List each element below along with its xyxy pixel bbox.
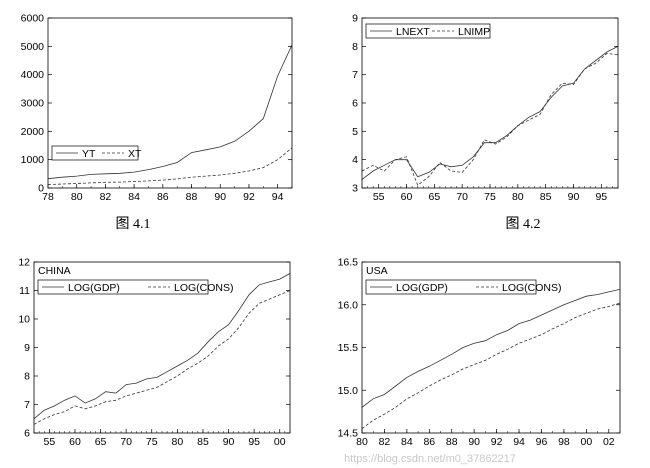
- chart-title: CHINA: [38, 265, 71, 277]
- watermark: https://blog.csdn.net/m0_37862217: [344, 453, 516, 465]
- x-tick-label: 88: [186, 191, 198, 203]
- x-tick-label: 92: [243, 191, 255, 203]
- x-tick-label: 60: [69, 436, 81, 448]
- x-tick-label: 55: [44, 436, 56, 448]
- x-tick-label: 95: [248, 436, 260, 448]
- series-line-lnimp: [362, 52, 618, 186]
- x-tick-label: 94: [513, 436, 525, 448]
- figure-caption-4-2: 图 4.2: [506, 217, 541, 232]
- y-tick-label: 4: [352, 154, 358, 166]
- y-tick-label: 4000: [21, 69, 45, 81]
- x-tick-label: 96: [536, 436, 548, 448]
- y-tick-label: 3000: [21, 98, 45, 110]
- x-tick-label: 55: [373, 191, 385, 203]
- series-line-lnext: [362, 45, 618, 180]
- legend-label: LOG(GDP): [68, 282, 120, 294]
- y-tick-label: 16.5: [338, 257, 359, 269]
- x-tick-label: 65: [95, 436, 107, 448]
- series-line-log-cons-: [362, 302, 620, 430]
- x-tick-label: 80: [512, 191, 524, 203]
- series-line-log-gdp-: [362, 289, 620, 408]
- chart-lnext-lnimp: 3 4 5 6 7 8 9 55 60 65 70 75 80 85 90 95 LNEXT LNIMP: [352, 13, 619, 203]
- legend-label: LNEXT: [396, 26, 430, 38]
- x-tick-label: 90: [214, 191, 226, 203]
- y-tick-label: 5: [352, 126, 358, 138]
- y-tick-label: 6: [24, 428, 30, 440]
- chart-china: 6 7 8 9 10 11 12 55 60 65 70 75 80 85 90 95 00 CHINA LOG(G…: [18, 257, 291, 448]
- x-tick-label: 60: [401, 191, 413, 203]
- x-tick-label: 90: [468, 436, 480, 448]
- legend-box: [365, 279, 537, 295]
- y-tick-label: 7: [352, 69, 358, 81]
- y-tick-label: 1000: [21, 154, 45, 166]
- y-tick-label: 7: [24, 399, 30, 411]
- y-tick-label: 8: [24, 371, 30, 383]
- y-tick-label: 16.0: [338, 299, 359, 311]
- x-tick-label: 90: [568, 191, 580, 203]
- series-line-xt: [48, 147, 292, 185]
- legend-label: LOG(CONS): [174, 282, 234, 294]
- x-tick-label: 84: [401, 436, 413, 448]
- legend-label: YT: [82, 148, 96, 160]
- x-tick-label: 65: [429, 191, 441, 203]
- y-tick-label: 8: [352, 41, 358, 53]
- y-tick-label: 9: [352, 13, 358, 25]
- y-tick-label: 15.0: [338, 385, 359, 397]
- x-tick-label: 82: [100, 191, 112, 203]
- legend-box: [37, 279, 209, 295]
- plot-frame: [361, 17, 619, 189]
- legend-label: LNIMP: [458, 26, 490, 38]
- y-tick-label: 9: [24, 342, 30, 354]
- x-tick-label: 78: [42, 191, 54, 203]
- chart-yt-xt: 0 1000 2000 3000 4000 5000 6000 78 80 82 84 86 88 90 9…: [21, 13, 293, 203]
- y-tick-label: 11: [19, 285, 30, 297]
- legend-label: LOG(GDP): [396, 282, 448, 294]
- x-tick-label: 85: [197, 436, 209, 448]
- y-tick-label: 12: [18, 257, 30, 269]
- y-tick-label: 5000: [21, 41, 45, 53]
- x-tick-label: 00: [581, 436, 593, 448]
- x-tick-label: 75: [146, 436, 158, 448]
- series-line-log-gdp-: [34, 273, 290, 420]
- x-tick-label: 00: [274, 436, 286, 448]
- chart-usa: 14.5 15.0 15.5 16.0 16.5 80 82 84 86 88 90 92 94 96 98…: [338, 257, 621, 448]
- plot-frame: [47, 17, 293, 189]
- y-tick-label: 2000: [21, 126, 45, 138]
- x-tick-label: 75: [484, 191, 496, 203]
- legend-label: LOG(CONS): [502, 282, 562, 294]
- x-tick-label: 86: [423, 436, 435, 448]
- x-tick-label: 02: [603, 436, 615, 448]
- x-tick-label: 80: [71, 191, 83, 203]
- x-tick-label: 85: [540, 191, 552, 203]
- x-tick-label: 92: [491, 436, 503, 448]
- x-tick-label: 80: [172, 436, 184, 448]
- y-tick-label: 15.5: [338, 342, 359, 354]
- series-line-log-cons-: [34, 290, 290, 425]
- x-tick-label: 90: [223, 436, 235, 448]
- x-tick-label: 88: [446, 436, 458, 448]
- x-tick-label: 98: [558, 436, 570, 448]
- legend-box: [51, 145, 139, 161]
- y-tick-label: 10: [18, 314, 30, 326]
- y-tick-label: 3: [352, 183, 358, 195]
- figure-caption-4-1: 图 4.1: [116, 217, 151, 232]
- legend-label: XT: [128, 148, 142, 160]
- legend-box: [365, 23, 491, 39]
- x-tick-label: 70: [456, 191, 468, 203]
- x-tick-label: 82: [379, 436, 391, 448]
- x-tick-label: 86: [157, 191, 169, 203]
- x-tick-label: 70: [120, 436, 132, 448]
- y-tick-label: 14.5: [338, 428, 359, 440]
- x-tick-label: 80: [356, 436, 368, 448]
- chart-title: USA: [366, 265, 388, 277]
- y-tick-label: 6: [352, 98, 358, 110]
- x-tick-label: 95: [595, 191, 607, 203]
- y-tick-label: 6000: [21, 13, 45, 25]
- x-tick-label: 84: [128, 191, 140, 203]
- x-tick-label: 94: [272, 191, 284, 203]
- series-line-yt: [48, 44, 292, 180]
- y-tick-label: 0: [38, 183, 44, 195]
